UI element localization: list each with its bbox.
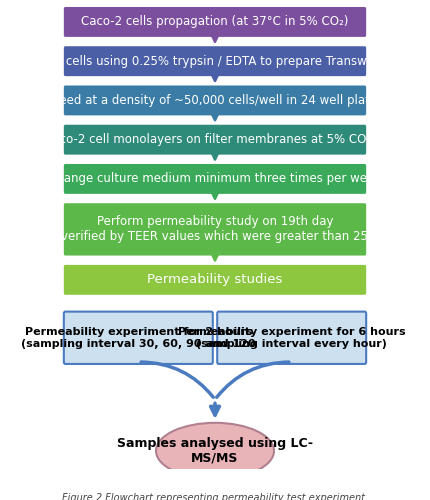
FancyBboxPatch shape [64,265,366,295]
FancyBboxPatch shape [64,124,366,154]
Text: Seed at a density of ~50,000 cells/well in 24 well plate: Seed at a density of ~50,000 cells/well … [52,94,378,107]
FancyBboxPatch shape [217,312,366,364]
Text: Permeability experiment for 6 hours
(sampling interval every hour): Permeability experiment for 6 hours (sam… [178,327,405,348]
Text: Perform permeability study on 19th day
(Suitability verified by TEER values whic: Perform permeability study on 19th day (… [0,216,430,244]
Text: Samples analysed using LC-
MS/MS: Samples analysed using LC- MS/MS [117,437,313,465]
FancyBboxPatch shape [64,312,213,364]
FancyBboxPatch shape [64,7,366,37]
Ellipse shape [156,423,274,479]
Text: Caco-2 cells propagation (at 37°C in 5% CO₂): Caco-2 cells propagation (at 37°C in 5% … [81,16,349,28]
FancyBboxPatch shape [64,203,366,256]
Text: Grow Coco-2 cell monolayers on filter membranes at 5% CO₂ at 37°C: Grow Coco-2 cell monolayers on filter me… [10,133,420,146]
Text: Harvest cells using 0.25% trypsin / EDTA to prepare Transwell plate: Harvest cells using 0.25% trypsin / EDTA… [15,54,415,68]
Text: Permeability experiment for 2 hours
(sampling interval 30, 60, 90 and 120: Permeability experiment for 2 hours (sam… [21,327,255,348]
FancyBboxPatch shape [64,164,366,194]
FancyBboxPatch shape [64,86,366,116]
Text: Change culture medium minimum three times per week: Change culture medium minimum three time… [49,172,381,186]
FancyBboxPatch shape [64,46,366,76]
Text: Permeability studies: Permeability studies [147,274,283,286]
Text: Figure 2 Flowchart representing permeability test experiment.: Figure 2 Flowchart representing permeabi… [62,493,368,500]
